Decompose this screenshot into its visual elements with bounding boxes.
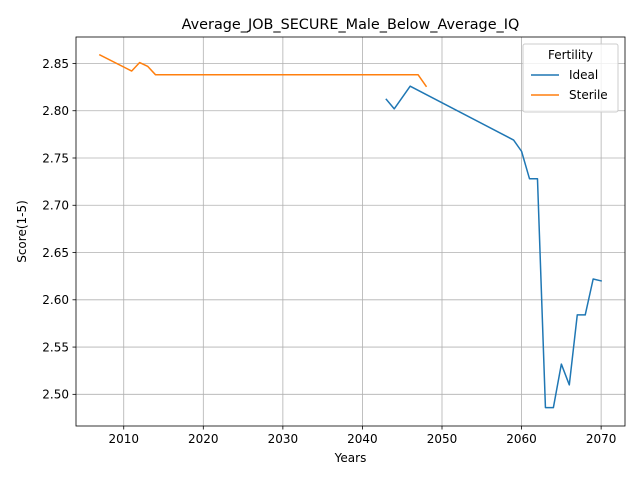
x-tick-label: 2040 <box>347 432 378 446</box>
series-line-ideal <box>385 85 603 409</box>
series-group <box>98 53 603 409</box>
x-tick-label: 2050 <box>427 432 458 446</box>
y-tick-label: 2.65 <box>42 246 69 260</box>
series-line-sterile <box>98 53 428 88</box>
y-tick-label: 2.50 <box>42 388 69 402</box>
y-tick-label: 2.75 <box>42 151 69 165</box>
axis-ticks: 2010 2020 2030 2040 2050 2060 2070 2.50 2.55 2.60… <box>42 57 616 446</box>
x-tick-label: 2060 <box>506 432 537 446</box>
y-axis-label: Score(1-5) <box>15 200 29 263</box>
legend-label-ideal: Ideal <box>569 68 598 82</box>
x-tick-label: 2070 <box>586 432 617 446</box>
y-tick-label: 2.55 <box>42 340 69 354</box>
y-tick-label: 2.60 <box>42 293 69 307</box>
x-axis-label: Years <box>334 451 367 465</box>
y-tick-label: 2.80 <box>42 104 69 118</box>
legend-label-sterile: Sterile <box>569 88 608 102</box>
x-tick-label: 2020 <box>188 432 219 446</box>
y-tick-label: 2.70 <box>42 199 69 213</box>
legend-title: Fertility <box>548 48 593 62</box>
legend-items: Ideal Sterile <box>531 68 608 102</box>
y-tick-label: 2.85 <box>42 57 69 71</box>
plot-frame <box>75 36 626 427</box>
grid <box>76 37 625 426</box>
x-tick-label: 2010 <box>108 432 139 446</box>
legend: Fertility Ideal Sterile <box>522 43 619 113</box>
chart-title: Average_JOB_SECURE_Male_Below_Average_IQ <box>182 17 520 33</box>
x-tick-label: 2030 <box>268 432 299 446</box>
